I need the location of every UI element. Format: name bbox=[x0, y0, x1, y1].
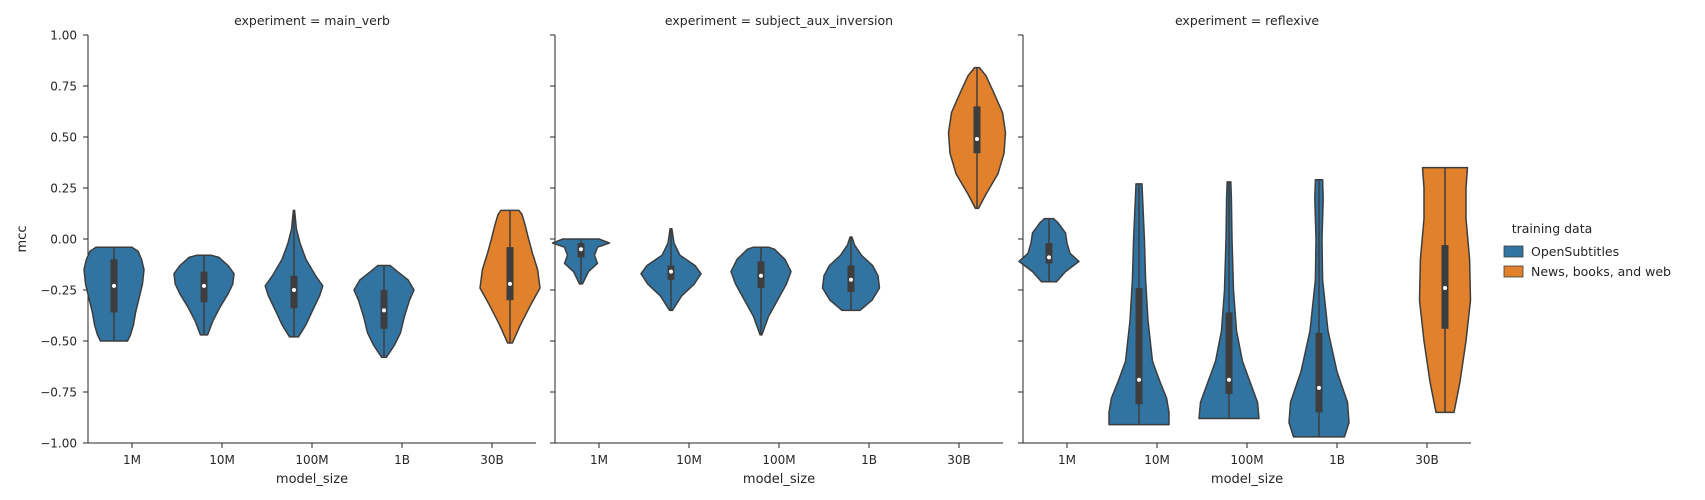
x-tick-label-2-1m: 1M bbox=[1058, 453, 1076, 467]
violin-iqr-box-2-1b bbox=[1316, 333, 1323, 413]
panel-2: experiment = reflexive 1M 10M 100M 1B 30B mode… bbox=[1018, 13, 1471, 487]
violin-median-0-30b bbox=[508, 282, 512, 286]
violin-median-0-1m bbox=[112, 284, 116, 288]
panel-title-1: experiment = subject_aux_inversion bbox=[665, 13, 893, 28]
violin-1-30b bbox=[949, 68, 1006, 209]
panel-0: experiment = main_verb 1.00 0.75 0.50 0.25 0.… bbox=[40, 13, 540, 487]
violin-median-2-100m bbox=[1227, 378, 1231, 382]
violin-median-0-1b bbox=[382, 308, 386, 312]
violin-median-2-30b bbox=[1443, 286, 1447, 290]
violin-median-1-10m bbox=[669, 270, 673, 274]
x-tick-label-0-10m: 10M bbox=[209, 453, 235, 467]
legend-swatch-news-books-web bbox=[1504, 266, 1523, 277]
y-tick-label-3: 0.25 bbox=[50, 182, 77, 196]
violin-0-1b bbox=[354, 266, 414, 358]
violin-iqr-box-0-100m bbox=[291, 276, 298, 309]
violin-2-30b bbox=[1420, 168, 1471, 413]
violin-0-10m bbox=[174, 255, 234, 335]
panel-1: experiment = subject_aux_inversion 1M 10M 1… bbox=[550, 13, 1006, 487]
violin-0-30b bbox=[480, 210, 540, 343]
violin-2-100m bbox=[1199, 182, 1259, 419]
violin-0-1m bbox=[84, 247, 144, 341]
legend-label-news-books-web: News, books, and web bbox=[1531, 264, 1671, 279]
x-tick-label-2-1b: 1B bbox=[1329, 453, 1345, 467]
x-axis-label-0: model_size bbox=[276, 472, 348, 487]
y-tick-label-2: 0.50 bbox=[50, 131, 77, 145]
violin-2-10m bbox=[1109, 184, 1169, 425]
x-tick-label-2-10m: 10M bbox=[1144, 453, 1170, 467]
y-tick-label-7: −0.75 bbox=[40, 386, 77, 400]
y-tick-label-6: −0.50 bbox=[40, 335, 77, 349]
violin-iqr-box-2-100m bbox=[1226, 312, 1233, 394]
violin-0-100m bbox=[265, 210, 323, 337]
x-tick-label-0-1m: 1M bbox=[123, 453, 141, 467]
y-tick-label-8: −1.00 bbox=[40, 437, 77, 451]
violin-1-1b bbox=[823, 237, 880, 310]
violin-1-100m bbox=[731, 247, 791, 335]
x-tick-label-0-30b: 30B bbox=[480, 453, 504, 467]
violin-median-2-1b bbox=[1317, 386, 1321, 390]
panels-group: experiment = main_verb 1.00 0.75 0.50 0.25 0.… bbox=[15, 13, 1471, 487]
violin-2-1m bbox=[1019, 219, 1079, 282]
x-tick-label-0-100m: 100M bbox=[295, 453, 328, 467]
violin-median-2-1m bbox=[1047, 255, 1051, 259]
x-axis-label-1: model_size bbox=[743, 472, 815, 487]
violin-1-1m bbox=[553, 239, 610, 284]
x-tick-label-1-1b: 1B bbox=[861, 453, 877, 467]
violin-iqr-box-2-10m bbox=[1136, 288, 1143, 404]
y-tick-label-5: −0.25 bbox=[40, 284, 77, 298]
violin-iqr-box-0-30b bbox=[507, 247, 514, 300]
panel-title-2: experiment = reflexive bbox=[1175, 13, 1319, 28]
legend-title: training data bbox=[1512, 221, 1593, 236]
violin-median-0-100m bbox=[292, 288, 296, 292]
violin-median-2-10m bbox=[1137, 378, 1141, 382]
violin-median-1-1m bbox=[579, 247, 583, 251]
legend: training data OpenSubtitles News, books,… bbox=[1504, 221, 1671, 279]
y-tick-label-0: 1.00 bbox=[50, 29, 77, 43]
violin-iqr-box-2-1m bbox=[1046, 243, 1053, 263]
panel-title-0: experiment = main_verb bbox=[234, 13, 390, 28]
violin-2-1b bbox=[1289, 180, 1349, 437]
x-tick-label-1-1m: 1M bbox=[590, 453, 608, 467]
legend-label-opensubtitles: OpenSubtitles bbox=[1531, 244, 1619, 259]
y-tick-label-4: 0.00 bbox=[50, 233, 77, 247]
x-tick-label-1-100m: 100M bbox=[762, 453, 795, 467]
violin-median-1-1b bbox=[849, 278, 853, 282]
violin-median-1-100m bbox=[759, 274, 763, 278]
x-tick-label-0-1b: 1B bbox=[394, 453, 410, 467]
legend-swatch-opensubtitles bbox=[1504, 246, 1523, 257]
x-tick-label-1-30b: 30B bbox=[947, 453, 971, 467]
violin-iqr-box-1-30b bbox=[974, 106, 981, 153]
violin-1-10m bbox=[641, 229, 701, 311]
violin-median-0-10m bbox=[202, 284, 206, 288]
x-tick-label-1-10m: 10M bbox=[676, 453, 702, 467]
x-tick-label-2-30b: 30B bbox=[1415, 453, 1439, 467]
x-axis-label-2: model_size bbox=[1211, 472, 1283, 487]
y-tick-label-1: 0.75 bbox=[50, 80, 77, 94]
y-axis-label: mcc bbox=[15, 226, 30, 253]
x-tick-label-2-100m: 100M bbox=[1230, 453, 1263, 467]
violin-median-1-30b bbox=[975, 137, 979, 141]
